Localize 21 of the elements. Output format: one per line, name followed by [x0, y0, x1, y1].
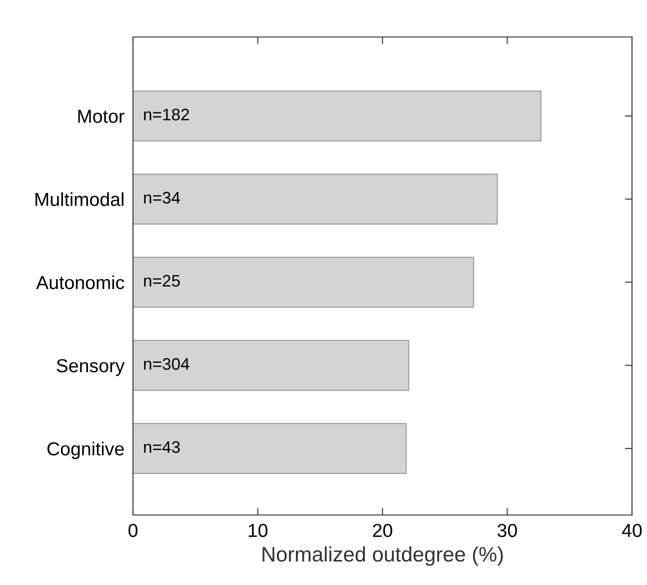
bar: [133, 174, 498, 225]
x-tick-label: 20: [373, 524, 392, 538]
x-tick-label: 40: [622, 524, 642, 538]
bar: [133, 340, 410, 391]
y-tick-label: Autonomic: [36, 275, 124, 290]
bar: [133, 90, 542, 142]
y-tick-label: Motor: [78, 110, 124, 123]
bar: [133, 423, 407, 474]
x-tick-label: 30: [498, 524, 517, 538]
x-tick-label: 0: [128, 524, 138, 538]
y-tick-label: Sensory: [56, 359, 125, 376]
annotation: n=25: [144, 274, 180, 287]
bar: [133, 256, 474, 308]
annotation: n=304: [144, 358, 190, 370]
y-tick-label: Cognitive: [47, 442, 124, 460]
annotation: n=182: [144, 108, 189, 120]
annotation: n=43: [144, 441, 180, 453]
x-axis-title: Normalized outdegree (%): [262, 546, 503, 566]
y-tick-label: Multimodal: [36, 192, 124, 206]
x-tick-label: 10: [248, 524, 268, 538]
annotation: n=34: [144, 192, 180, 204]
